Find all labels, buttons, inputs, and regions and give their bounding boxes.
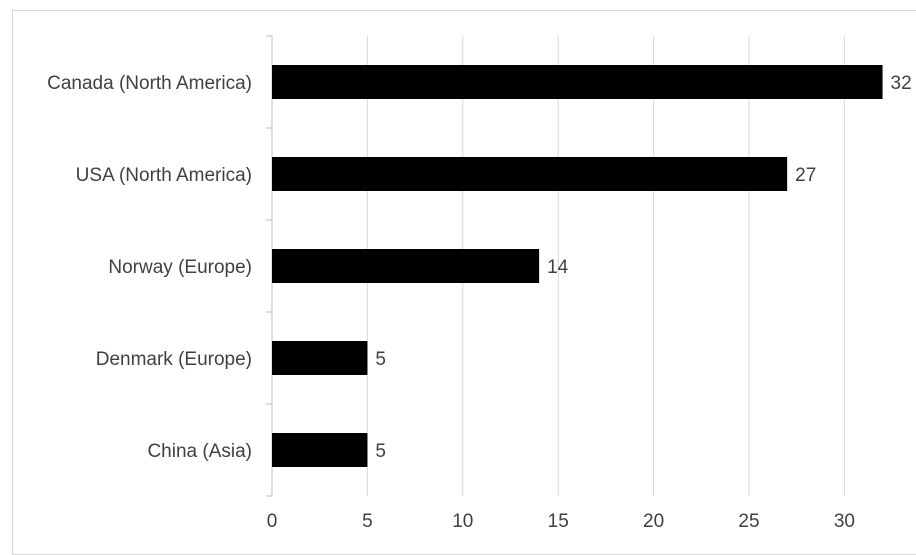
category-labels: Canada (North America) USA (North America… (47, 73, 252, 462)
x-tick-label: 25 (738, 511, 759, 532)
x-tick-label: 30 (834, 511, 855, 532)
data-label: 27 (795, 165, 816, 186)
category-label: Denmark (Europe) (96, 349, 252, 370)
data-label: 5 (375, 441, 386, 462)
x-tick-label: 0 (267, 511, 278, 532)
category-axis (266, 35, 273, 497)
bars (272, 65, 883, 467)
data-label: 14 (547, 257, 569, 278)
data-labels: 32 27 14 5 5 (375, 73, 911, 462)
x-tick-label: 10 (452, 511, 473, 532)
bar (272, 249, 540, 283)
category-label: USA (North America) (76, 165, 252, 186)
value-axis-ticks: 0 5 10 15 20 25 30 (267, 511, 855, 532)
category-label: China (Asia) (147, 441, 252, 462)
bar (272, 433, 368, 467)
data-label: 5 (375, 349, 386, 370)
x-tick-label: 15 (548, 511, 569, 532)
data-label: 32 (891, 73, 912, 94)
category-label: Canada (North America) (47, 73, 252, 94)
bar (272, 341, 368, 375)
x-tick-label: 20 (643, 511, 664, 532)
x-tick-label: 5 (362, 511, 373, 532)
category-label: Norway (Europe) (108, 257, 252, 278)
bar (272, 65, 883, 99)
bar (272, 157, 788, 191)
